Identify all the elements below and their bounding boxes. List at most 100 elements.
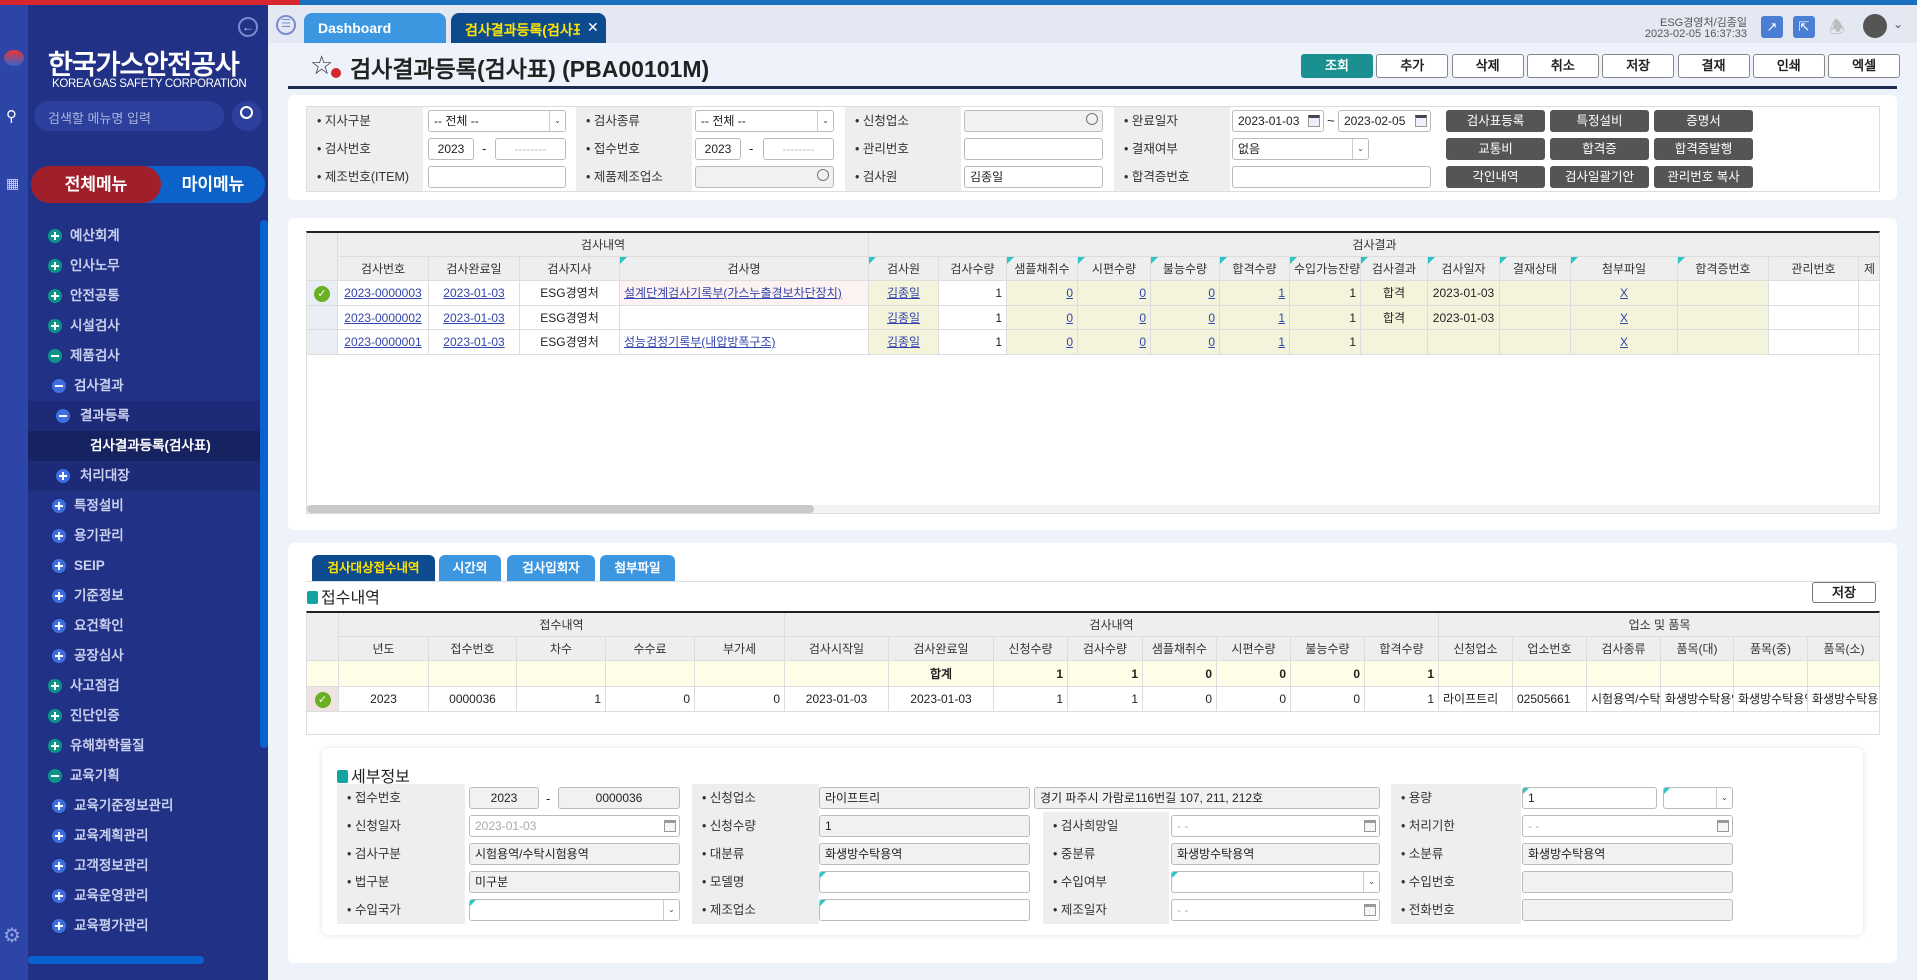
grid-column-header[interactable]: 시편수량 xyxy=(1078,257,1151,281)
sidebar-item[interactable]: 교육평가관리 xyxy=(28,911,260,941)
sidebar-item[interactable]: 용기관리 xyxy=(28,521,260,551)
done-date-from-input[interactable]: 2023-01-03 xyxy=(1232,110,1324,132)
grid-cell[interactable]: 1 xyxy=(1220,305,1290,330)
calendar-icon[interactable] xyxy=(1415,115,1427,127)
calendar-icon[interactable] xyxy=(1308,115,1320,127)
grid-cell[interactable]: X xyxy=(1571,330,1678,355)
sidebar-item[interactable]: 공장심사 xyxy=(28,641,260,671)
action-button[interactable]: 합격증발행 xyxy=(1654,138,1753,160)
tab-my-menu[interactable]: 마이메뉴 xyxy=(181,175,245,194)
grid-cell[interactable]: X xyxy=(1571,305,1678,330)
grid-cell[interactable]: 2023-01-03 xyxy=(429,305,520,330)
tab-bottom-3[interactable]: 검사입회자 xyxy=(507,555,595,581)
toolbar-button-7[interactable]: 인쇄 xyxy=(1752,54,1825,78)
major-input[interactable]: 화생방수탁용역 xyxy=(819,843,1030,865)
grid-cell[interactable] xyxy=(620,305,869,330)
grid-column-header[interactable]: 검사결과 xyxy=(1361,257,1428,281)
toolbar-button-1[interactable]: 조회 xyxy=(1301,54,1373,78)
model-input[interactable] xyxy=(819,871,1030,893)
grid-column-header[interactable]: 검사번호 xyxy=(338,257,429,281)
grid-column-header[interactable]: 합격증번호 xyxy=(1678,257,1769,281)
grid-cell[interactable]: 0 xyxy=(1151,305,1220,330)
action-button[interactable]: 교통비 xyxy=(1446,138,1545,160)
grid-column-header[interactable]: 신청수량 xyxy=(994,637,1068,661)
recv-no-input[interactable]: 0000036 xyxy=(558,787,680,809)
sidebar-horizontal-scrollbar[interactable] xyxy=(28,956,204,964)
mgmt-no-input[interactable] xyxy=(964,138,1103,160)
sidebar-item[interactable]: 교육계획관리 xyxy=(28,821,260,851)
grid-cell[interactable]: 김종일 xyxy=(869,330,939,355)
sidebar-item[interactable]: 요건확인 xyxy=(28,611,260,641)
grid-column-header[interactable]: 첨부파일 xyxy=(1571,257,1678,281)
new-window-icon[interactable]: ⇱ xyxy=(1793,16,1815,38)
grid-column-header[interactable]: 품목(대) xyxy=(1661,637,1734,661)
chevron-down-icon[interactable]: ⌄ xyxy=(1893,17,1904,31)
grid-column-header[interactable]: 신청업소 xyxy=(1439,637,1513,661)
grid-cell[interactable]: 0 xyxy=(1151,330,1220,355)
tab-dashboard[interactable]: Dashboard xyxy=(304,13,446,43)
grid-column-header[interactable]: 검사수량 xyxy=(939,257,1007,281)
grid-column-header[interactable]: 결재상태 xyxy=(1500,257,1571,281)
grid-cell[interactable]: 2023-0000002 xyxy=(338,305,429,330)
done-date-to-input[interactable]: 2023-02-05 xyxy=(1338,110,1431,132)
sidebar-item[interactable]: 검사결과등록(검사표) xyxy=(28,431,260,461)
toolbar-button-6[interactable]: 결재 xyxy=(1677,54,1750,78)
insp-class-input[interactable]: 시험용역/수탁시험용역 xyxy=(469,843,680,865)
sidebar-item[interactable]: 고객정보관리 xyxy=(28,851,260,881)
recv-no-year-input[interactable]: 2023 xyxy=(695,138,741,160)
table-row[interactable]: ✓ 2023-0000003 2023-01-03 ESG경영처 설계단계검사기록부(가… xyxy=(307,281,1879,306)
grid-cell[interactable]: 0 xyxy=(1078,281,1151,306)
tab-current-page[interactable]: 검사결과등록(검사표) xyxy=(451,13,606,43)
menu-search-input[interactable]: 검색할 메뉴명 입력 xyxy=(34,101,224,131)
grid-column-header[interactable]: 시편수량 xyxy=(1217,637,1291,661)
sidebar-item[interactable]: 시설검사 xyxy=(28,311,260,341)
table-row[interactable]: 2023-0000001 2023-01-03 ESG경영처 성능검정기록부(내압방폭… xyxy=(307,330,1879,355)
sidebar-item[interactable]: SEIP xyxy=(28,551,260,581)
menu-search-button[interactable] xyxy=(232,101,262,131)
grid-column-header[interactable]: 업소번호 xyxy=(1513,637,1587,661)
row-check-cell[interactable]: ✓ xyxy=(307,687,339,712)
save-reception-button[interactable]: 저장 xyxy=(1812,582,1876,603)
grid-column-header[interactable]: 불능수량 xyxy=(1151,257,1220,281)
external-link-icon[interactable]: ↗ xyxy=(1761,16,1783,38)
grid-cell[interactable]: 2023-01-03 xyxy=(429,330,520,355)
sidebar-item[interactable]: 기준정보 xyxy=(28,581,260,611)
grid-column-header[interactable]: 검사명 xyxy=(620,257,869,281)
inspector-input[interactable]: 김종일 xyxy=(964,166,1103,188)
sidebar-item[interactable]: 제품검사 xyxy=(28,341,260,371)
phone-input[interactable] xyxy=(1522,899,1733,921)
action-button[interactable]: 검사일괄기안 xyxy=(1550,166,1649,188)
insp-no-year-input[interactable]: 2023 xyxy=(428,138,474,160)
action-button[interactable]: 관리번호 복사 xyxy=(1654,166,1753,188)
grid-cell[interactable]: 1 xyxy=(1220,330,1290,355)
grid-column-header[interactable]: 검사지사 xyxy=(520,257,620,281)
close-tab-icon[interactable]: ✕ xyxy=(587,19,599,35)
grid-cell[interactable]: 0 xyxy=(1151,281,1220,306)
grid-cell[interactable]: 김종일 xyxy=(869,305,939,330)
grid-cell[interactable]: 0 xyxy=(1007,330,1078,355)
grid-cell[interactable]: 0 xyxy=(1007,305,1078,330)
grid-menu-icon[interactable]: ▦ xyxy=(6,175,20,191)
grid-column-header[interactable]: 검사종류 xyxy=(1587,637,1661,661)
grid-column-header[interactable]: 관리번호 xyxy=(1769,257,1859,281)
grid-column-header[interactable]: 차수 xyxy=(517,637,606,661)
sidebar-item[interactable]: 유해화학물질 xyxy=(28,731,260,761)
grid-column-header[interactable]: 검사완료일 xyxy=(889,637,994,661)
tab-bottom-2[interactable]: 시간외 xyxy=(439,555,501,581)
make-date-input[interactable]: - - xyxy=(1171,899,1380,921)
address-input[interactable]: 경기 파주시 가람로116번길 107, 211, 212호 xyxy=(1034,787,1380,809)
recv-no-year-input[interactable]: 2023 xyxy=(469,787,539,809)
sidebar-item[interactable]: 교육운영관리 xyxy=(28,881,260,911)
grid-cell[interactable]: 설계단계검사기록부(가스누출경보차단장치) xyxy=(620,281,869,306)
calendar-icon[interactable] xyxy=(664,820,676,832)
toolbar-button-5[interactable]: 저장 xyxy=(1602,54,1675,78)
cert-no-input[interactable] xyxy=(1232,166,1431,188)
action-button[interactable]: 합격증 xyxy=(1550,138,1649,160)
minor-input[interactable]: 화생방수탁용역 xyxy=(1522,843,1733,865)
deadline-input[interactable]: - - xyxy=(1522,815,1733,837)
maker-input[interactable] xyxy=(819,899,1030,921)
grid-column-header[interactable]: 품목(소) xyxy=(1808,637,1879,661)
middle-input[interactable]: 화생방수탁용역 xyxy=(1171,843,1380,865)
apply-qty-input[interactable]: 1 xyxy=(819,815,1030,837)
hamburger-menu-icon[interactable]: ☰ xyxy=(276,15,296,35)
